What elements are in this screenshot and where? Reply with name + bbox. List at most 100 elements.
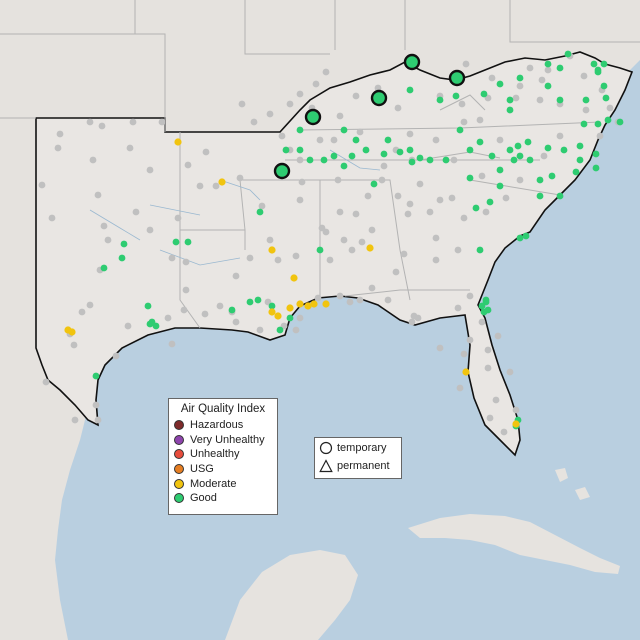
monitor-no-data[interactable] [368, 226, 376, 234]
monitor-no-data[interactable] [168, 340, 176, 348]
monitor-good[interactable] [456, 126, 464, 134]
monitor-no-data[interactable] [540, 152, 548, 160]
monitor-good[interactable] [184, 238, 192, 246]
monitor-no-data[interactable] [512, 94, 520, 102]
monitor-no-data[interactable] [450, 156, 458, 164]
monitor-good[interactable] [536, 176, 544, 184]
monitor-good[interactable] [526, 156, 534, 164]
monitor-moderate[interactable] [268, 246, 276, 254]
monitor-no-data[interactable] [201, 310, 209, 318]
monitor-no-data[interactable] [132, 208, 140, 216]
monitor-good[interactable] [592, 150, 600, 158]
monitor-no-data[interactable] [484, 346, 492, 354]
monitor-no-data[interactable] [582, 106, 590, 114]
monitor-no-data[interactable] [348, 246, 356, 254]
monitor-moderate[interactable] [290, 274, 298, 282]
monitor-no-data[interactable] [432, 234, 440, 242]
monitor-good[interactable] [496, 80, 504, 88]
monitor-no-data[interactable] [486, 414, 494, 422]
monitor-no-data[interactable] [374, 84, 382, 92]
monitor-moderate[interactable] [296, 300, 304, 308]
monitor-no-data[interactable] [174, 214, 182, 222]
monitor-good[interactable] [100, 264, 108, 272]
monitor-good[interactable] [384, 136, 392, 144]
monitor-no-data[interactable] [180, 306, 188, 314]
monitor-no-data[interactable] [460, 350, 468, 358]
monitor-no-data[interactable] [496, 136, 504, 144]
monitor-no-data[interactable] [124, 322, 132, 330]
monitor-moderate[interactable] [68, 328, 76, 336]
monitor-good[interactable] [340, 162, 348, 170]
monitor-no-data[interactable] [606, 104, 614, 112]
monitor-good[interactable] [496, 182, 504, 190]
monitor-no-data[interactable] [414, 314, 422, 322]
monitor-no-data[interactable] [182, 258, 190, 266]
monitor-good[interactable] [616, 118, 624, 126]
monitor-no-data[interactable] [536, 96, 544, 104]
monitor-no-data[interactable] [336, 112, 344, 120]
monitor-good[interactable] [594, 68, 602, 76]
monitor-good[interactable] [452, 92, 460, 100]
monitor-no-data[interactable] [212, 182, 220, 190]
monitor-no-data[interactable] [158, 118, 166, 126]
monitor-no-data[interactable] [460, 214, 468, 222]
monitor-good[interactable] [352, 136, 360, 144]
monitor-good[interactable] [228, 306, 236, 314]
monitor-no-data[interactable] [202, 148, 210, 156]
monitor-good[interactable] [476, 246, 484, 254]
monitor-good[interactable] [466, 146, 474, 154]
monitor-no-data[interactable] [78, 308, 86, 316]
monitor-good[interactable] [408, 158, 416, 166]
monitor-no-data[interactable] [516, 176, 524, 184]
monitor-no-data[interactable] [482, 208, 490, 216]
monitor-no-data[interactable] [258, 202, 266, 210]
monitor-no-data[interactable] [432, 256, 440, 264]
monitor-no-data[interactable] [266, 236, 274, 244]
monitor-good[interactable] [536, 192, 544, 200]
monitor-good[interactable] [556, 96, 564, 104]
monitor-no-data[interactable] [340, 236, 348, 244]
monitor-good[interactable] [466, 174, 474, 182]
monitor-no-data[interactable] [394, 104, 402, 112]
monitor-no-data[interactable] [316, 136, 324, 144]
monitor-good[interactable] [92, 372, 100, 380]
monitor-no-data[interactable] [94, 416, 102, 424]
monitor-good[interactable] [406, 146, 414, 154]
monitor-no-data[interactable] [364, 192, 372, 200]
monitor-good[interactable] [362, 146, 370, 154]
monitor-no-data[interactable] [426, 208, 434, 216]
monitor-good[interactable] [296, 146, 304, 154]
monitor-no-data[interactable] [506, 368, 514, 376]
monitor-good[interactable] [510, 156, 518, 164]
monitor-good[interactable] [144, 302, 152, 310]
monitor-good[interactable] [406, 86, 414, 94]
monitor-no-data[interactable] [330, 136, 338, 144]
monitor-no-data[interactable] [352, 92, 360, 100]
monitor-no-data[interactable] [286, 100, 294, 108]
monitor-no-data[interactable] [502, 194, 510, 202]
monitor-moderate[interactable] [462, 368, 470, 376]
monitor-no-data[interactable] [356, 296, 364, 304]
monitor-no-data[interactable] [408, 318, 416, 326]
monitor-good[interactable] [590, 60, 598, 68]
monitor-good[interactable] [286, 314, 294, 322]
monitor-good[interactable] [576, 142, 584, 150]
monitor-good[interactable] [370, 180, 378, 188]
monitor-no-data[interactable] [322, 68, 330, 76]
monitor-no-data[interactable] [71, 416, 79, 424]
monitor-no-data[interactable] [378, 176, 386, 184]
monitor-moderate[interactable] [304, 302, 312, 310]
monitor-no-data[interactable] [312, 80, 320, 88]
monitor-no-data[interactable] [368, 284, 376, 292]
monitor-moderate[interactable] [366, 244, 374, 252]
monitor-good[interactable] [600, 60, 608, 68]
temporary-monitor-good[interactable] [370, 89, 388, 107]
monitor-good[interactable] [506, 106, 514, 114]
monitor-no-data[interactable] [146, 226, 154, 234]
monitor-no-data[interactable] [292, 252, 300, 260]
monitor-no-data[interactable] [352, 210, 360, 218]
monitor-no-data[interactable] [454, 304, 462, 312]
monitor-good[interactable] [268, 302, 276, 310]
monitor-good[interactable] [148, 318, 156, 326]
